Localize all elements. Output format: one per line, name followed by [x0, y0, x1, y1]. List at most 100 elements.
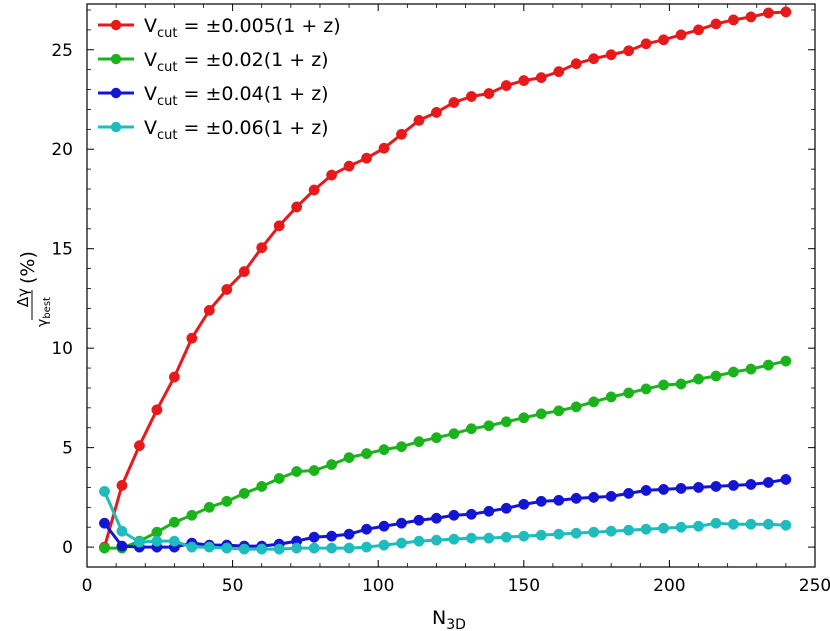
data-point	[535, 408, 547, 420]
data-point	[745, 363, 757, 375]
data-point	[710, 18, 722, 30]
data-point	[186, 509, 198, 521]
data-point	[168, 516, 180, 528]
data-point	[588, 526, 600, 538]
legend-swatch-marker	[110, 87, 122, 99]
data-point	[273, 473, 285, 484]
data-point	[762, 477, 774, 488]
data-point	[343, 528, 355, 540]
data-point	[308, 465, 320, 476]
legend-entry: Vcut = ±0.005(1 + z)	[98, 15, 341, 41]
data-point	[361, 523, 373, 535]
series-line	[104, 359, 787, 550]
data-point	[728, 518, 739, 530]
data-point	[658, 483, 670, 495]
data-point	[203, 501, 215, 513]
data-point	[658, 379, 670, 391]
data-point	[588, 53, 600, 65]
data-point	[465, 423, 477, 435]
data-point	[728, 14, 739, 26]
data-point	[483, 88, 495, 99]
data-point	[640, 38, 652, 50]
data-point	[221, 542, 233, 554]
data-point	[570, 492, 582, 504]
data-point	[605, 525, 617, 537]
data-point	[99, 542, 110, 554]
data-point	[588, 491, 600, 503]
data-point	[605, 49, 617, 61]
data-point	[465, 532, 477, 544]
data-point	[762, 359, 774, 371]
data-point	[693, 24, 704, 36]
data-point	[500, 502, 512, 514]
data-point	[780, 474, 792, 485]
x-tick-label: 100	[362, 576, 394, 596]
series-line	[103, 477, 787, 549]
y-axis-label: Δγ γbest (%)	[14, 251, 53, 327]
data-point	[535, 495, 547, 507]
data-point	[413, 535, 425, 547]
data-point	[186, 541, 198, 553]
data-point	[762, 518, 774, 530]
data-point	[465, 508, 477, 520]
data-point	[710, 517, 722, 529]
data-point	[605, 490, 617, 502]
data-point	[518, 498, 530, 510]
data-point	[745, 11, 757, 23]
data-point	[343, 160, 355, 172]
data-point	[378, 520, 390, 532]
data-point	[518, 412, 530, 424]
data-point	[553, 494, 565, 506]
data-point	[675, 482, 687, 494]
data-point	[378, 539, 390, 551]
data-point	[518, 530, 530, 542]
y-axis-label-denominator: γbest	[35, 297, 53, 327]
legend-label: Vcut = ±0.02(1 + z)	[144, 49, 329, 75]
legend: Vcut = ±0.005(1 + z) Vcut = ±0.02(1 + z) V…	[98, 15, 341, 143]
legend-label: Vcut = ±0.06(1 + z)	[144, 117, 329, 143]
y-tick-label: 15	[51, 240, 73, 260]
data-point	[116, 479, 128, 491]
data-point	[151, 404, 163, 416]
x-tick-label: 250	[799, 576, 830, 596]
y-tick-label: 10	[51, 339, 73, 359]
data-point	[326, 542, 338, 554]
data-point	[151, 535, 163, 547]
data-point	[291, 201, 303, 213]
data-point	[361, 541, 373, 553]
data-point	[186, 332, 198, 344]
series-group	[99, 6, 792, 555]
data-point	[116, 525, 128, 537]
data-point	[448, 533, 460, 545]
data-point	[238, 543, 250, 555]
x-axis-label: N3D	[432, 607, 466, 631]
legend-label: Vcut = ±0.005(1 + z)	[144, 15, 341, 41]
series-2	[99, 355, 792, 554]
data-point	[396, 517, 407, 529]
y-tick-label: 5	[62, 439, 73, 459]
legend-swatch-marker	[110, 121, 122, 133]
data-point	[588, 396, 600, 408]
data-point	[640, 383, 652, 395]
series-4	[99, 485, 792, 555]
data-point	[326, 169, 338, 181]
data-point	[500, 416, 512, 428]
data-point	[396, 441, 407, 453]
data-point	[623, 524, 635, 536]
x-tick-label: 0	[82, 576, 93, 596]
data-point	[256, 242, 268, 254]
data-point	[693, 481, 704, 493]
data-point	[413, 436, 425, 448]
data-point	[430, 512, 442, 524]
data-point	[378, 142, 390, 154]
data-point	[413, 514, 425, 526]
data-point	[291, 542, 303, 554]
data-point	[221, 495, 233, 507]
data-point	[343, 542, 355, 554]
data-point	[535, 72, 547, 84]
legend-label: Vcut = ±0.04(1 + z)	[144, 83, 329, 109]
data-point	[728, 366, 739, 378]
data-point	[203, 541, 215, 553]
data-point	[623, 487, 635, 499]
